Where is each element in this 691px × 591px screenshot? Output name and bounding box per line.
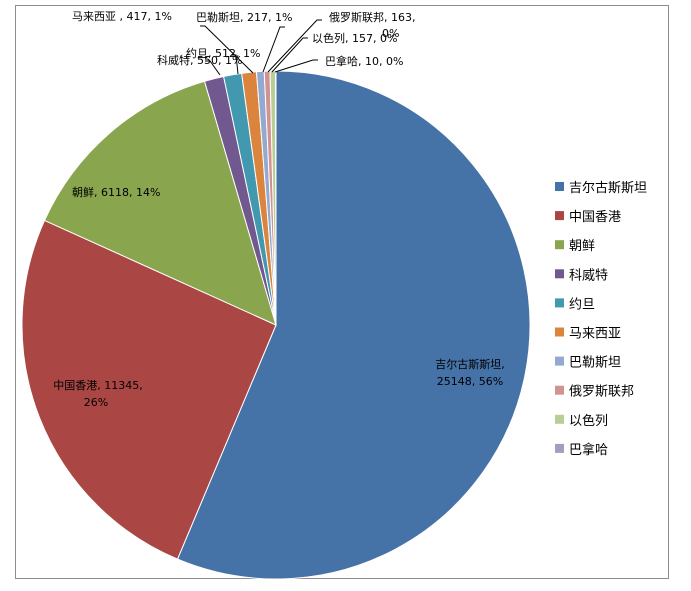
leader-line-8 <box>271 37 308 73</box>
data-label-8: 以色列, 157, 0% <box>312 31 397 45</box>
leader-line-7 <box>267 19 322 73</box>
legend-swatch-5 <box>555 327 564 337</box>
data-label-9: 巴拿哈, 10, 0% <box>325 54 403 68</box>
legend-swatch-4 <box>555 298 564 308</box>
legend-swatch-6 <box>555 356 564 366</box>
legend-swatch-7 <box>555 385 564 395</box>
data-label-7: 俄罗斯联邦, 163, 0% <box>329 11 416 40</box>
legend-label-7: 俄罗斯联邦 <box>569 385 634 400</box>
data-label-4: 约旦, 512, 1% <box>186 47 260 60</box>
legend-label-9: 巴拿哈 <box>569 442 608 458</box>
leader-line-3 <box>205 60 221 76</box>
data-labels: 吉尔古斯斯坦, 25148, 56% 中国香港, 11345, 26% 朝鲜, 6118… <box>53 10 504 409</box>
legend-label-8: 以色列 <box>569 413 608 429</box>
data-label-6: 巴勒斯坦, 217, 1% <box>196 10 292 24</box>
legend-swatch-3 <box>555 269 564 279</box>
pie-slice-0 <box>176 70 531 580</box>
legend-label-4: 约旦 <box>569 297 595 312</box>
data-label-0: 吉尔古斯斯坦, 25148, 56% <box>435 357 505 388</box>
leader-line-5 <box>200 25 254 74</box>
leader-lines <box>200 19 322 76</box>
legend-label-6: 巴勒斯坦 <box>569 356 621 371</box>
leader-line-9 <box>274 59 318 73</box>
legend-label-3: 科威特 <box>569 268 608 283</box>
pie-slice-1 <box>21 219 277 560</box>
legend-label-5: 马来西亚 <box>569 327 621 342</box>
pie-slice-2 <box>43 80 277 326</box>
legend-label-0: 吉尔古斯斯坦 <box>569 181 647 196</box>
leader-line-4 <box>232 54 239 75</box>
data-label-1: 中国香港, 11345, 26% <box>53 379 142 409</box>
data-label-5: 马来西亚 , 417, 1% <box>72 10 172 23</box>
data-label-3: 科威特, 550, 1% <box>157 53 242 67</box>
pie-slices <box>21 70 531 580</box>
leader-line-6 <box>262 26 285 73</box>
legend-label-2: 朝鲜 <box>569 239 595 254</box>
legend-swatch-1 <box>555 211 564 221</box>
legend-label-1: 中国香港 <box>569 210 621 225</box>
legend-swatch-9 <box>555 443 564 453</box>
legend-swatch-2 <box>555 240 564 250</box>
data-label-2: 朝鲜, 6118, 14% <box>72 185 160 199</box>
legend-swatch-8 <box>555 414 564 424</box>
legend-swatch-0 <box>555 182 564 191</box>
